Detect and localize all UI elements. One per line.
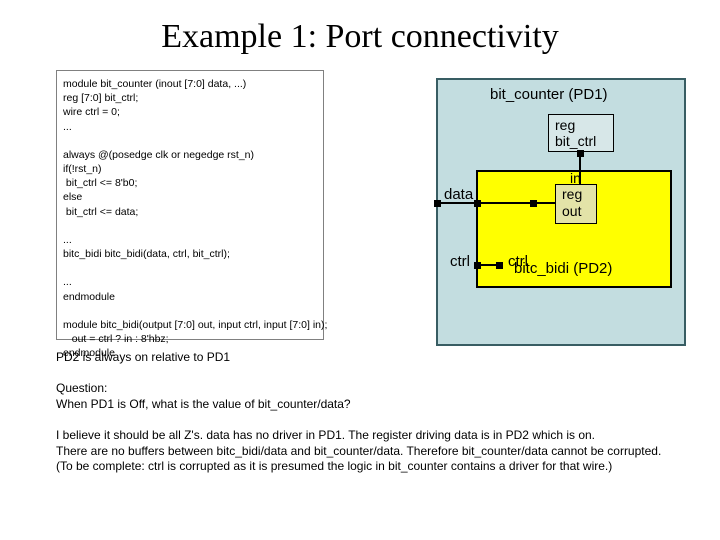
inner-module-label: bitc_bidi (PD2)	[514, 260, 612, 277]
body-line: When PD1 is Off, what is the value of bi…	[56, 397, 696, 413]
code-line: if(!rst_n)	[63, 162, 317, 176]
reg-bitctrl-box: regbit_ctrl	[548, 114, 614, 152]
reg-bitctrl-label: regbit_ctrl	[555, 117, 619, 149]
body-text: PD2 is always on relative to PD1 Questio…	[56, 350, 696, 475]
code-line: bit_ctrl <= data;	[63, 205, 317, 219]
code-line: module bitc_bidi(output [7:0] out, input…	[63, 318, 317, 332]
body-line: There are no buffers between bitc_bidi/d…	[56, 444, 696, 460]
code-line: bit_ctrl <= 8'b0;	[63, 176, 317, 190]
body-line	[56, 366, 696, 382]
port-label-in: in	[570, 170, 581, 186]
connection-marker	[474, 200, 481, 207]
slide: Example 1: Port connectivity module bit_…	[0, 0, 720, 540]
code-line: endmodule	[63, 290, 317, 304]
code-line: else	[63, 190, 317, 204]
connection-marker	[474, 262, 481, 269]
body-line: Question:	[56, 381, 696, 397]
code-line	[63, 261, 317, 275]
code-line: ...	[63, 275, 317, 289]
connection-marker	[496, 262, 503, 269]
code-line: ...	[63, 233, 317, 247]
regout-box: regout	[555, 184, 597, 224]
code-line: wire ctrl = 0;	[63, 105, 317, 119]
connection-marker	[577, 150, 584, 157]
code-line: module bit_counter (inout [7:0] data, ..…	[63, 77, 317, 91]
body-line	[56, 412, 696, 428]
page-title: Example 1: Port connectivity	[0, 18, 720, 56]
connection-marker	[530, 200, 537, 207]
code-line	[63, 219, 317, 233]
code-line: bitc_bidi bitc_bidi(data, ctrl, bit_ctrl…	[63, 247, 317, 261]
code-line: ...	[63, 120, 317, 134]
code-line	[63, 134, 317, 148]
code-listing: module bit_counter (inout [7:0] data, ..…	[56, 70, 324, 340]
body-line: PD2 is always on relative to PD1	[56, 350, 696, 366]
port-label-ctrl-outer: ctrl	[450, 253, 470, 270]
code-line	[63, 304, 317, 318]
code-line: always @(posedge clk or negedge rst_n)	[63, 148, 317, 162]
connection-marker	[434, 200, 441, 207]
block-diagram: bit_counter (PD1) regbit_ctrl bitc_bidi …	[400, 78, 690, 346]
body-line: I believe it should be all Z's. data has…	[56, 428, 696, 444]
regout-label: regout	[562, 186, 602, 220]
outer-module-label: bit_counter (PD1)	[490, 86, 608, 103]
port-label-data: data	[444, 186, 473, 203]
port-label-ctrl-inner: ctrl	[508, 253, 528, 270]
body-line: (To be complete: ctrl is corrupted as it…	[56, 459, 696, 475]
code-line: out = ctrl ? in : 8'hbz;	[63, 332, 317, 346]
code-line: reg [7:0] bit_ctrl;	[63, 91, 317, 105]
